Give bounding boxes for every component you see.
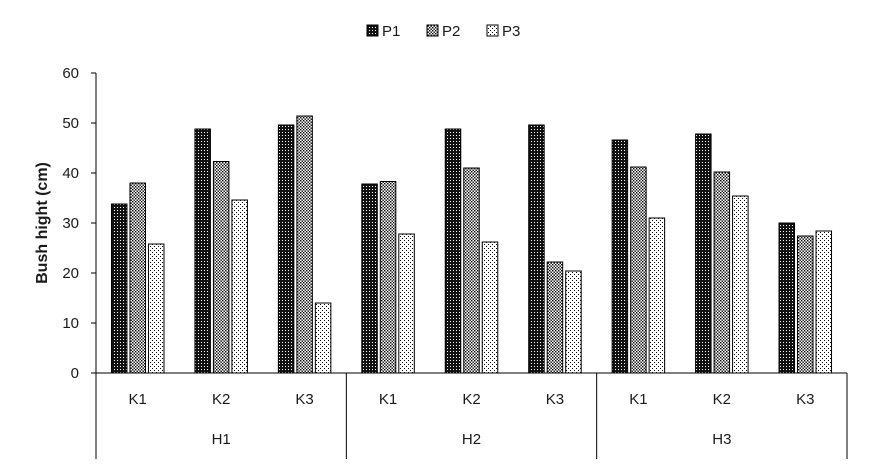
bar-p3 (732, 195, 749, 374)
bar-p3 (565, 270, 582, 374)
category-label: K1 (129, 391, 147, 408)
y-tick-label: 50 (62, 115, 79, 132)
bar-p1 (778, 222, 796, 374)
group-label: H1 (212, 431, 231, 448)
bar-p3 (398, 233, 415, 374)
category-label: K1 (629, 391, 647, 408)
y-tick-label: 10 (62, 315, 79, 332)
category-label: K3 (796, 391, 814, 408)
y-tick-label: 20 (62, 265, 79, 282)
bar-p3 (314, 302, 332, 374)
bar-p3 (147, 243, 165, 374)
legend-swatch-p3 (486, 24, 499, 37)
category-label: K2 (713, 391, 731, 408)
bars (110, 115, 833, 374)
y-tick-label: 40 (62, 165, 79, 182)
bar-p1 (695, 133, 712, 374)
legend-swatch-p1 (366, 24, 379, 37)
bar-p2 (129, 182, 146, 374)
bar-p2 (463, 167, 480, 374)
category-label: K3 (546, 391, 564, 408)
bar-p3 (231, 199, 248, 374)
bar-p2 (546, 261, 564, 374)
x-axis: K1 K2 K3 H1 K1 K2 K3 H2 K1 K2 K3 H3 (95, 372, 848, 459)
y-tick-label: 0 (71, 365, 79, 382)
legend-label-p1: P1 (382, 23, 400, 40)
bar-p1 (110, 203, 128, 374)
bar-p1 (444, 128, 462, 374)
legend-label-p3: P3 (502, 23, 520, 40)
bar-p3 (481, 241, 499, 374)
bar-p3 (815, 230, 833, 374)
bar-p1 (528, 124, 545, 374)
y-tick-label: 30 (62, 215, 79, 232)
bar-p1 (361, 183, 378, 374)
category-label: K3 (295, 391, 313, 408)
legend-label-p2: P2 (442, 23, 460, 40)
bar-p1 (611, 139, 629, 374)
legend-swatch-p2 (426, 24, 439, 37)
y-axis-title: Bush hight (cm) (34, 162, 51, 284)
category-label: K2 (212, 391, 230, 408)
bar-p1 (277, 124, 295, 374)
bar-p2 (630, 166, 647, 374)
bar-p2 (379, 181, 397, 374)
bar-p1 (194, 128, 211, 374)
category-label: K1 (379, 391, 397, 408)
bar-p3 (648, 217, 666, 374)
group-label: H2 (462, 431, 481, 448)
legend: P1 P2 P3 (366, 23, 520, 40)
y-axis: 0 10 20 30 40 50 60 (62, 65, 97, 382)
group-label: H3 (712, 431, 731, 448)
bar-p2 (713, 171, 731, 374)
bar-p2 (797, 235, 814, 374)
y-tick-label: 60 (62, 65, 79, 82)
bar-p2 (212, 161, 230, 374)
bar-p2 (296, 115, 313, 374)
category-label: K2 (462, 391, 480, 408)
